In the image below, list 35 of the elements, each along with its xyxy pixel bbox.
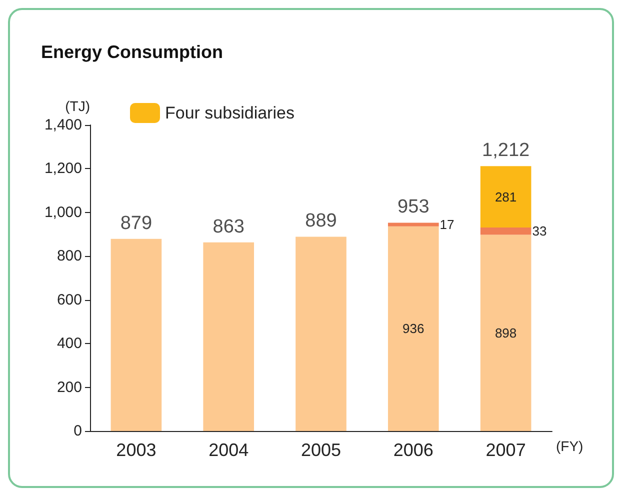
y-tick-label: 600	[56, 291, 82, 308]
y-tick-label: 0	[74, 422, 82, 440]
data-label: 898	[494, 325, 517, 340]
bar	[388, 226, 439, 431]
chart-title: Energy Consumption	[41, 42, 224, 62]
y-tick-label: 1,000	[44, 204, 82, 221]
y-tick-label: 1,200	[44, 160, 82, 178]
legend-label: Four subsidiaries	[165, 104, 294, 122]
x-tick-label: 2004	[208, 440, 249, 460]
x-tick-label: 2006	[393, 440, 434, 460]
bar	[480, 228, 532, 235]
y-axis-title: (TJ)	[65, 98, 90, 114]
total-label: 953	[398, 196, 430, 218]
data-label: 281	[494, 189, 517, 204]
y-tick-label: 400	[56, 335, 82, 352]
total-label: 889	[305, 210, 337, 232]
y-tick-label: 800	[56, 248, 82, 265]
total-label: 879	[120, 212, 152, 234]
x-tick-label: 2005	[300, 440, 342, 460]
total-label: 863	[212, 216, 244, 238]
bar	[203, 242, 254, 431]
x-axis-title: (FY)	[556, 438, 584, 454]
data-label: 17	[440, 217, 454, 232]
data-label: 33	[532, 224, 547, 239]
y-tick-label: 1,400	[44, 116, 82, 134]
total-label: 1,212	[482, 140, 530, 162]
bar	[388, 222, 439, 226]
bar	[296, 236, 346, 431]
bar	[480, 166, 532, 228]
data-label: 936	[402, 321, 424, 336]
bar	[480, 234, 532, 431]
x-tick-label: 2003	[116, 440, 156, 460]
bar	[110, 238, 162, 431]
x-tick-label: 2007	[486, 440, 526, 460]
y-tick-label: 200	[56, 378, 82, 396]
